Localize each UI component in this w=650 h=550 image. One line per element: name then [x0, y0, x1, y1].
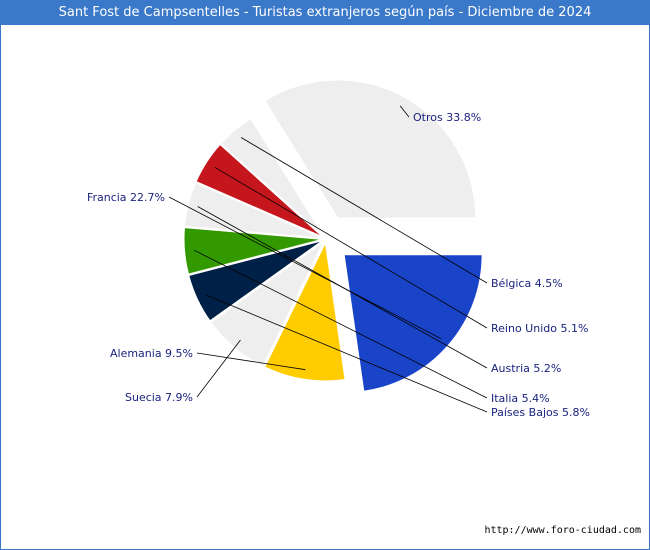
pie-chart: Otros 33.8% Bélgica 4.5% Reino Unido 5.1% A…: [87, 79, 641, 536]
slice-label-4: Italia 5.4%: [491, 392, 550, 405]
leader-line-2: [214, 166, 488, 329]
pie-slice-bélgica: [220, 117, 324, 237]
leader-line-8: [168, 196, 442, 340]
chart-title: Sant Fost de Campsentelles - Turistas ex…: [1, 1, 649, 25]
leader-line-4: [193, 249, 488, 399]
leader-line-5: [205, 294, 488, 413]
leader-line-1: [240, 137, 488, 284]
pie-slice-otros: [264, 79, 477, 219]
slice-label-8: Francia 22.7%: [87, 191, 165, 204]
slice-label-6: Suecia 7.9%: [125, 391, 193, 404]
leader-line-6: [196, 339, 241, 398]
pie-slice-reino-unido: [195, 143, 323, 238]
slice-label-3: Austria 5.2%: [491, 362, 561, 375]
source-credit: http://www.foro-ciudad.com: [484, 525, 641, 536]
pie-slice-países-bajos: [188, 240, 323, 322]
slice-label-0: Otros 33.8%: [413, 111, 481, 124]
slice-label-1: Bélgica 4.5%: [491, 277, 563, 290]
pie-slice-austria: [184, 182, 323, 239]
leader-line-0: [399, 105, 410, 118]
pie-slice-suecia: [210, 241, 324, 367]
slice-label-7: Alemania 9.5%: [110, 347, 193, 360]
pie-slice-francia: [343, 254, 483, 392]
leader-line-7: [196, 352, 306, 371]
slice-label-2: Reino Unido 5.1%: [491, 322, 588, 335]
slice-label-5: Países Bajos 5.8%: [491, 406, 590, 419]
